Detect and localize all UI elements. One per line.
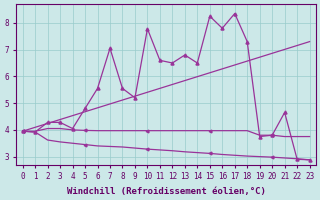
X-axis label: Windchill (Refroidissement éolien,°C): Windchill (Refroidissement éolien,°C) [67,187,266,196]
